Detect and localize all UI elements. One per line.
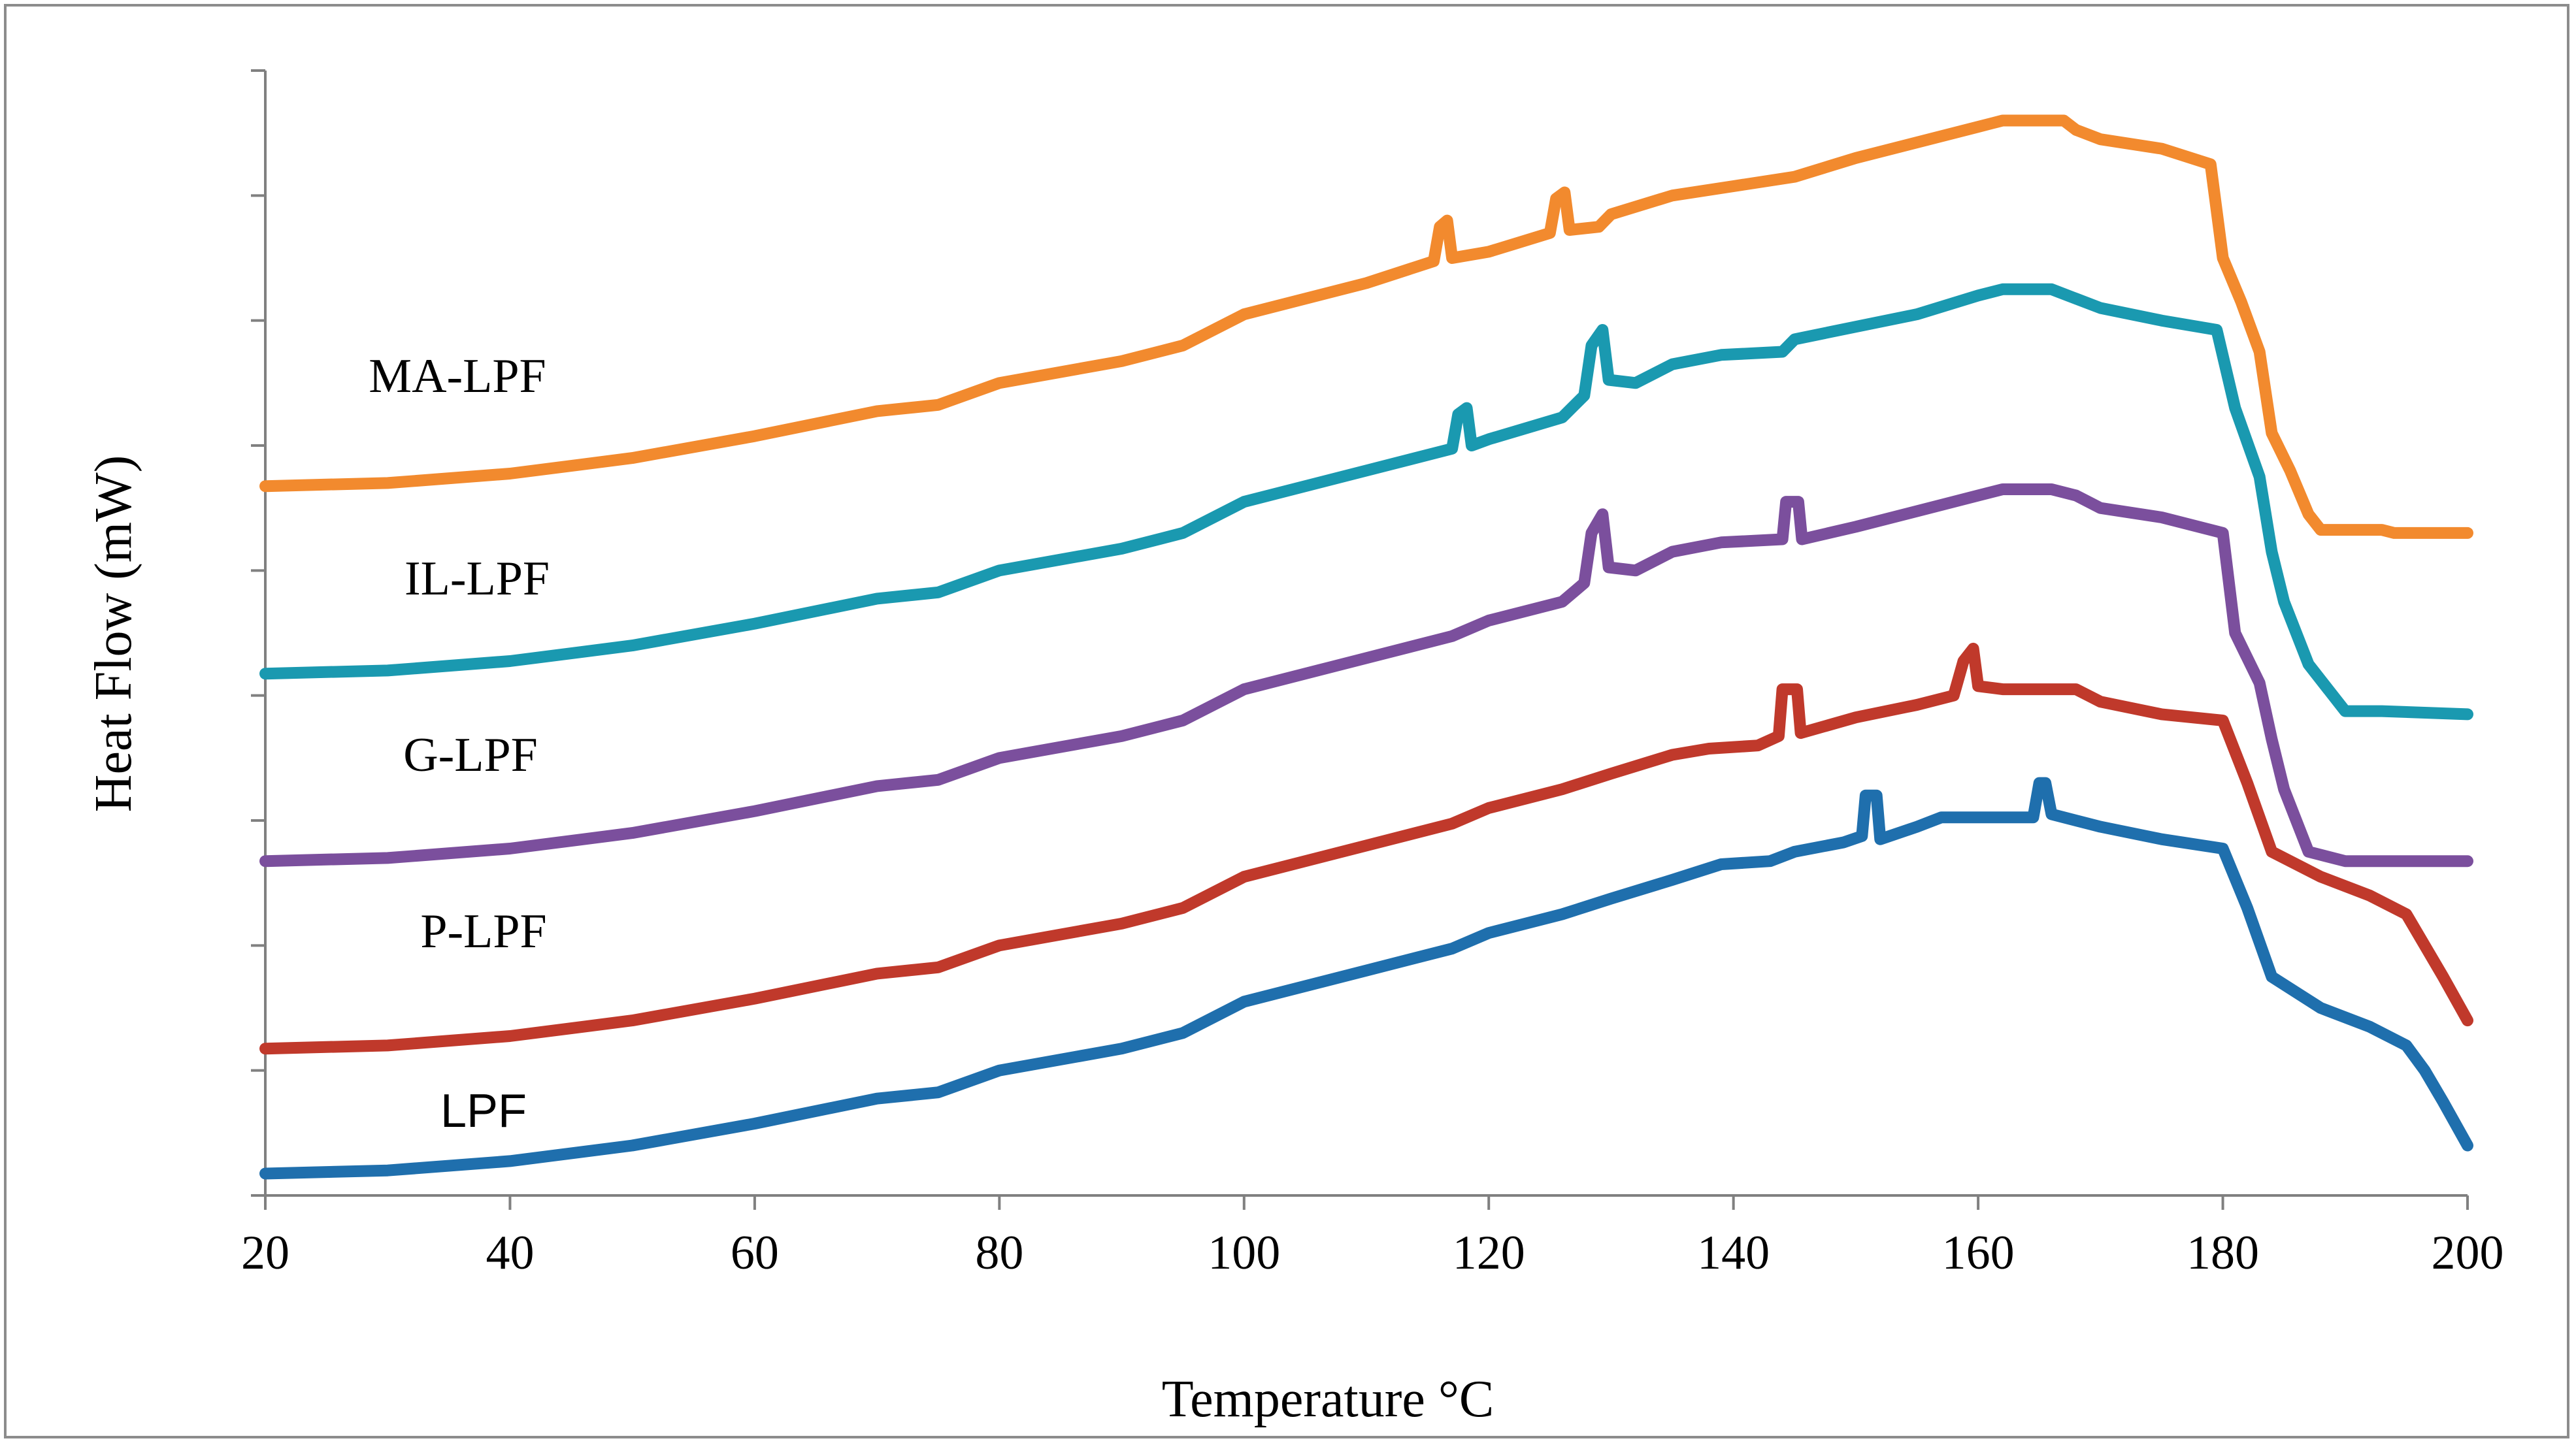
y-axis-title: Heat Flow (mW) — [85, 455, 142, 813]
series-line-g-lpf — [259, 483, 2473, 868]
x-axis-title: Temperature °C — [1162, 1371, 1494, 1428]
x-tick-label-3: 80 — [975, 1226, 1023, 1280]
y-ticks — [251, 69, 265, 1197]
x-tick-label-1: 40 — [486, 1226, 534, 1280]
x-tick-label-2: 60 — [731, 1226, 779, 1280]
x-tick-label-5: 120 — [1453, 1226, 1525, 1280]
series-group — [259, 114, 2473, 1180]
x-tick-label-7: 160 — [1942, 1226, 2015, 1280]
series-line-p-lpf — [259, 642, 2473, 1055]
x-tick-label-6: 140 — [1697, 1226, 1770, 1280]
series-label-p-lpf: P-LPF — [420, 905, 546, 958]
x-tick-label-9: 200 — [2432, 1226, 2504, 1280]
series-label-il-lpf: IL-LPF — [405, 552, 550, 606]
series-line-ma-lpf — [259, 114, 2473, 539]
plot-area: 20 40 60 80 100 120 140 160 180 200 MA-LPF IL-LPF G… — [241, 69, 2504, 1280]
x-tick-label-0: 20 — [241, 1226, 289, 1280]
x-tick-label-8: 180 — [2187, 1226, 2259, 1280]
series-label-ma-lpf: MA-LPF — [369, 349, 546, 403]
chart-frame — [4, 4, 2569, 1438]
series-line-il-lpf — [259, 283, 2473, 721]
series-line-lpf — [259, 777, 2473, 1180]
x-tick-label-4: 100 — [1208, 1226, 1280, 1280]
x-ticks: 20 40 60 80 100 120 140 160 180 200 — [241, 1195, 2504, 1280]
series-label-lpf: LPF — [440, 1085, 527, 1137]
series-label-g-lpf: G-LPF — [403, 728, 538, 782]
series-labels: MA-LPF IL-LPF G-LPF P-LPF LPF — [369, 349, 550, 1137]
